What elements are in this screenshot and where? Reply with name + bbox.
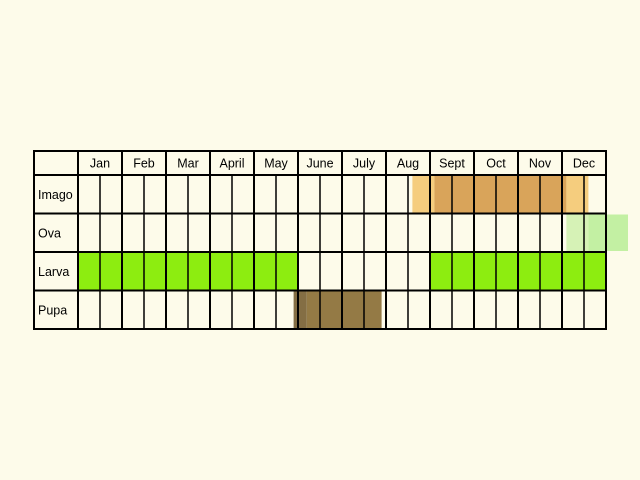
month-label-dec: Dec — [573, 157, 595, 171]
period-bar-ova-1 — [566, 214, 589, 251]
period-bar-ova-2 — [588, 214, 628, 251]
stage-label-ova: Ova — [38, 226, 61, 240]
period-bar-imago-2 — [434, 176, 567, 213]
month-label-may: May — [264, 157, 288, 171]
period-bar-imago-3 — [566, 176, 589, 213]
month-label-april: April — [219, 157, 244, 171]
month-label-aug: Aug — [397, 157, 419, 171]
month-label-july: July — [353, 157, 376, 171]
labels-layer: Jan Feb Mar April May June July Aug Sept Oct Nov De… — [38, 157, 595, 318]
month-label-sept: Sept — [439, 157, 465, 171]
stage-label-pupa: Pupa — [38, 303, 67, 317]
period-bar-pupa-2 — [306, 291, 382, 328]
period-bar-pupa-1 — [293, 291, 307, 328]
period-bar-imago-1 — [412, 176, 435, 213]
stage-label-larva: Larva — [38, 265, 69, 279]
month-label-feb: Feb — [133, 157, 155, 171]
month-label-mar: Mar — [177, 157, 199, 171]
stage-label-imago: Imago — [38, 188, 73, 202]
month-label-june: June — [306, 157, 333, 171]
month-label-jan: Jan — [90, 157, 110, 171]
month-label-oct: Oct — [486, 157, 506, 171]
month-label-nov: Nov — [529, 157, 552, 171]
grid-layer — [33, 150, 607, 330]
